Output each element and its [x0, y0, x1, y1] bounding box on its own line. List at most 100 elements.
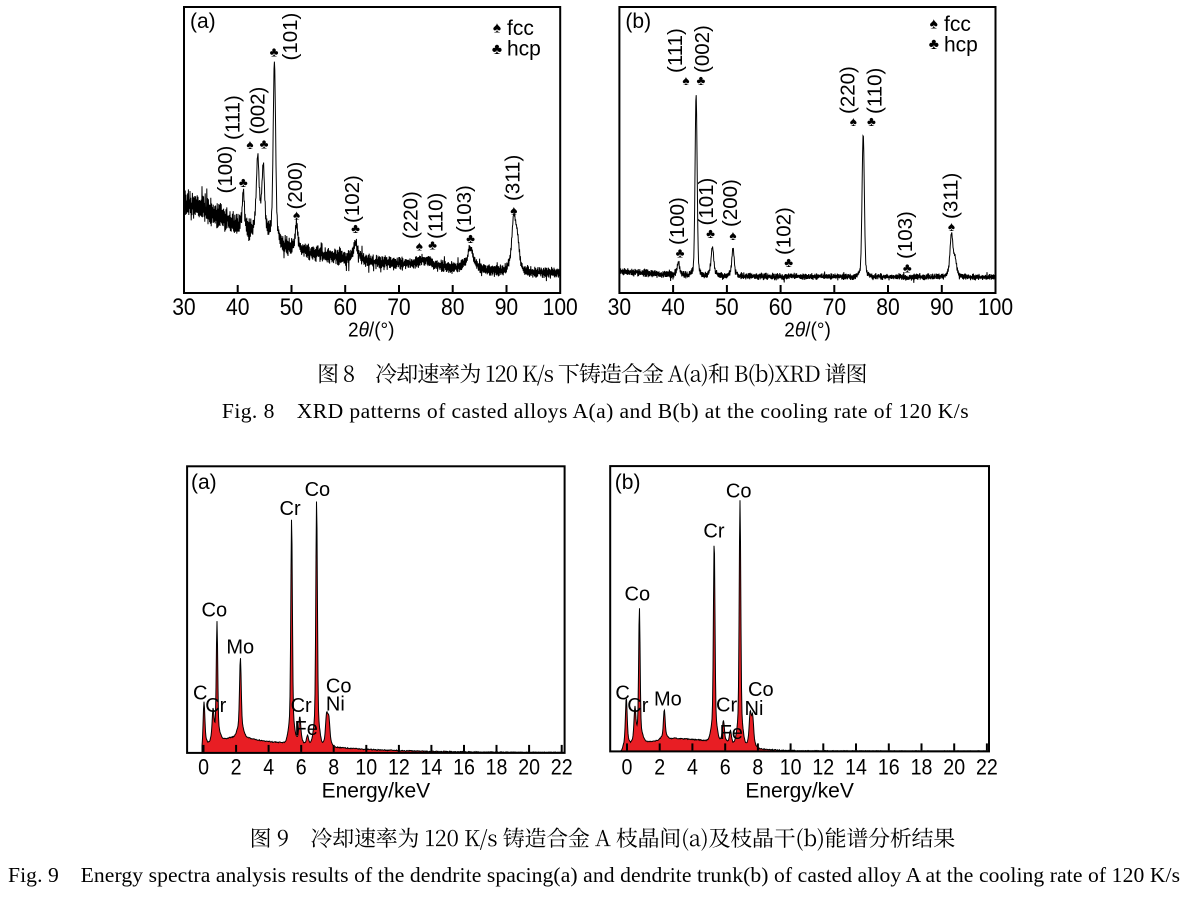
svg-text:♠: ♠	[729, 228, 736, 243]
svg-text:22: 22	[551, 755, 573, 780]
svg-text:(002): (002)	[247, 87, 270, 135]
svg-text:♠: ♠	[293, 208, 300, 223]
svg-text:Energy/keV: Energy/keV	[322, 780, 431, 803]
svg-text:♣: ♣	[696, 73, 705, 88]
svg-text:(111): (111)	[664, 28, 687, 73]
svg-text:100: 100	[543, 294, 578, 321]
svg-text:Mo: Mo	[226, 637, 254, 659]
svg-text:♣: ♣	[260, 137, 269, 152]
svg-text:♣: ♣	[428, 238, 437, 253]
svg-text:(111): (111)	[222, 95, 245, 140]
svg-text:6: 6	[296, 755, 307, 780]
svg-text:14: 14	[845, 755, 867, 780]
svg-text:12: 12	[388, 755, 410, 780]
svg-text:♣: ♣	[270, 45, 279, 60]
svg-text:Cr: Cr	[205, 695, 226, 717]
svg-text:♣: ♣	[903, 261, 912, 276]
svg-text:40: 40	[226, 294, 250, 321]
svg-text:Co: Co	[726, 481, 752, 503]
svg-text:0: 0	[198, 755, 209, 780]
svg-text:2: 2	[654, 755, 665, 780]
svg-text:Ni: Ni	[326, 694, 345, 716]
svg-text:40: 40	[661, 294, 685, 321]
svg-text:♣: ♣	[239, 175, 248, 190]
svg-text:♣: ♣	[676, 246, 685, 261]
svg-text:0: 0	[622, 755, 633, 780]
svg-text:Cr: Cr	[291, 695, 312, 717]
svg-text:(103): (103)	[453, 185, 476, 233]
svg-text:(a): (a)	[191, 471, 217, 494]
svg-text:2θ/(°): 2θ/(°)	[348, 319, 395, 342]
svg-text:(200): (200)	[284, 162, 307, 210]
svg-text:30: 30	[172, 294, 196, 321]
svg-text:80: 80	[876, 294, 900, 321]
svg-text:(a): (a)	[190, 10, 216, 33]
svg-text:♠: ♠	[493, 20, 501, 37]
svg-text:Co: Co	[305, 479, 331, 501]
svg-text:♣: ♣	[867, 114, 876, 129]
svg-text:Cr: Cr	[627, 695, 648, 717]
svg-text:C: C	[615, 683, 629, 705]
svg-text:10: 10	[355, 755, 377, 780]
svg-text:50: 50	[715, 294, 739, 321]
svg-text:Mo: Mo	[654, 689, 682, 711]
svg-text:♣: ♣	[351, 221, 360, 236]
svg-text:8: 8	[752, 755, 763, 780]
svg-text:2: 2	[231, 755, 242, 780]
svg-text:4: 4	[263, 755, 274, 780]
svg-text:60: 60	[769, 294, 793, 321]
svg-text:Cr: Cr	[703, 521, 724, 543]
svg-text:8: 8	[328, 755, 339, 780]
svg-text:Co: Co	[625, 584, 651, 606]
svg-text:Cr: Cr	[716, 695, 737, 717]
svg-text:(102): (102)	[772, 207, 795, 255]
svg-text:♠: ♠	[510, 203, 517, 218]
svg-text:20: 20	[518, 755, 540, 780]
svg-text:30: 30	[608, 294, 632, 321]
svg-text:♣: ♣	[492, 41, 502, 58]
svg-text:♠: ♠	[682, 73, 689, 88]
svg-text:(101): (101)	[695, 178, 718, 226]
svg-text:(311): (311)	[939, 173, 962, 219]
svg-text:6: 6	[720, 755, 731, 780]
svg-text:10: 10	[780, 755, 802, 780]
svg-text:♣: ♣	[784, 255, 793, 270]
svg-text:60: 60	[334, 294, 358, 321]
svg-text:(002): (002)	[691, 25, 714, 73]
svg-text:Co: Co	[202, 600, 228, 622]
svg-text:80: 80	[441, 294, 465, 321]
svg-text:fcc: fcc	[507, 17, 534, 40]
svg-text:(100): (100)	[214, 146, 237, 194]
svg-text:50: 50	[280, 294, 304, 321]
svg-text:(103): (103)	[894, 211, 917, 259]
svg-text:♣: ♣	[929, 36, 939, 53]
svg-text:(101): (101)	[279, 13, 302, 61]
svg-text:(220): (220)	[837, 66, 860, 114]
svg-text:hcp: hcp	[944, 34, 978, 57]
svg-text:70: 70	[387, 294, 411, 321]
svg-text:18: 18	[486, 755, 508, 780]
svg-text:90: 90	[495, 294, 519, 321]
svg-text:16: 16	[878, 755, 900, 780]
svg-text:♣: ♣	[466, 231, 475, 246]
svg-text:22: 22	[976, 755, 998, 780]
svg-text:Fig. 8 XRD patterns of casted: Fig. 8 XRD patterns of casted alloys A(a…	[222, 399, 969, 423]
svg-text:fcc: fcc	[944, 13, 971, 36]
svg-text:(110): (110)	[424, 193, 447, 239]
svg-text:20: 20	[943, 755, 965, 780]
svg-text:18: 18	[911, 755, 933, 780]
svg-text:(220): (220)	[400, 191, 423, 239]
svg-text:4: 4	[687, 755, 698, 780]
svg-text:2θ/(°): 2θ/(°)	[784, 319, 831, 342]
svg-text:♠: ♠	[948, 219, 955, 234]
svg-text:Co: Co	[326, 676, 352, 698]
svg-text:♠: ♠	[246, 137, 253, 152]
svg-text:(100): (100)	[666, 197, 689, 245]
svg-text:70: 70	[823, 294, 847, 321]
svg-text:♠: ♠	[416, 239, 423, 254]
svg-text:Cr: Cr	[280, 498, 301, 520]
svg-text:14: 14	[421, 755, 443, 780]
svg-text:Energy/keV: Energy/keV	[745, 780, 854, 803]
svg-text:16: 16	[453, 755, 475, 780]
svg-text:Co: Co	[748, 679, 774, 701]
